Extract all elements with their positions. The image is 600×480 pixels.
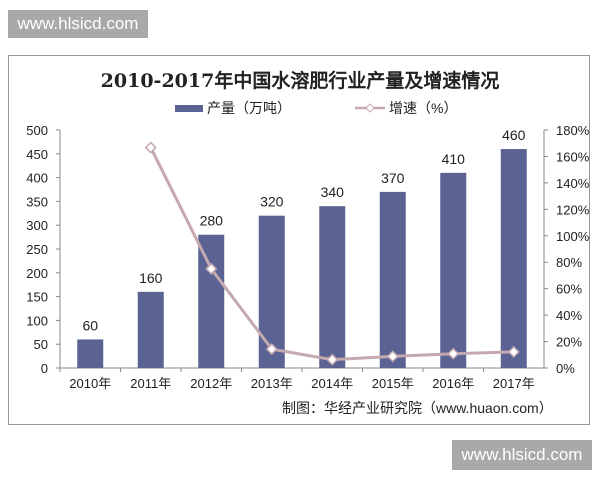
growth-point	[205, 262, 218, 275]
growth-point	[386, 350, 399, 363]
bar	[258, 215, 285, 368]
bar-data-label: 280	[200, 213, 224, 229]
chart-frame	[8, 55, 590, 425]
x-tick-label: 2014年	[311, 376, 353, 391]
y-right-tick-label: 120%	[556, 202, 590, 217]
legend-bar-swatch	[175, 104, 203, 112]
y-right-tick-label: 0%	[556, 361, 575, 376]
bar-data-label: 320	[260, 194, 284, 210]
x-tick-label: 2017年	[493, 376, 535, 391]
y-right-tick-label: 140%	[556, 176, 590, 191]
y-right-tick-label: 100%	[556, 229, 590, 244]
y-right-tick-label: 40%	[556, 308, 582, 323]
y-right-tick-label: 20%	[556, 335, 582, 350]
y-left-tick-label: 50	[34, 337, 48, 352]
x-tick-label: 2015年	[372, 376, 414, 391]
bar	[500, 149, 527, 368]
legend-line: 增速（%）	[355, 98, 457, 118]
y-left-tick-label: 350	[26, 194, 48, 209]
x-tick-label: 2011年	[130, 376, 171, 391]
watermark-top: www.hlsicd.com	[8, 10, 148, 38]
x-tick-label: 2012年	[190, 376, 232, 391]
x-tick-label: 2013年	[251, 376, 293, 391]
y-right-tick-label: 80%	[556, 255, 582, 270]
bar	[319, 206, 346, 368]
y-right-tick-label: 60%	[556, 282, 582, 297]
growth-point	[507, 345, 520, 358]
x-tick-label: 2010年	[69, 376, 111, 391]
growth-point	[144, 141, 157, 154]
bar-data-label: 160	[139, 270, 163, 286]
chart-title: 2010-2017年中国水溶肥行业产量及增速情况	[100, 70, 500, 92]
growth-point	[326, 353, 339, 366]
bar-data-label: 340	[321, 184, 345, 200]
growth-point	[447, 347, 460, 360]
bar	[137, 291, 164, 368]
y-left-tick-label: 300	[26, 218, 48, 233]
source-credit: 制图：华经产业研究院（www.huaon.com）	[282, 400, 553, 416]
y-left-tick-label: 500	[26, 123, 48, 138]
legend-bar-label: 产量（万吨）	[207, 100, 291, 116]
bar-data-label: 370	[381, 170, 405, 186]
growth-point	[265, 343, 278, 356]
y-left-tick-label: 100	[26, 313, 48, 328]
y-right-tick-label: 160%	[556, 149, 590, 164]
bar-data-label: 60	[82, 317, 98, 333]
y-left-tick-label: 200	[26, 266, 48, 281]
bar	[198, 234, 225, 368]
y-left-tick-label: 150	[26, 290, 48, 305]
legend-line-swatch	[355, 103, 385, 113]
y-right-tick-label: 180%	[556, 123, 590, 138]
legend-line-label: 增速（%）	[389, 100, 458, 116]
y-left-tick-label: 400	[26, 171, 48, 186]
y-left-tick-label: 0	[41, 361, 48, 376]
bar	[440, 172, 467, 368]
bar	[379, 191, 406, 368]
legend-bar: 产量（万吨）	[175, 98, 291, 118]
watermark-bottom: www.hlsicd.com	[452, 440, 592, 470]
y-left-tick-label: 450	[26, 147, 48, 162]
x-tick-label: 2016年	[432, 376, 474, 391]
bar-data-label: 410	[442, 151, 466, 167]
y-left-tick-label: 250	[26, 242, 48, 257]
bar-data-label: 460	[502, 127, 526, 143]
bar	[77, 339, 104, 368]
